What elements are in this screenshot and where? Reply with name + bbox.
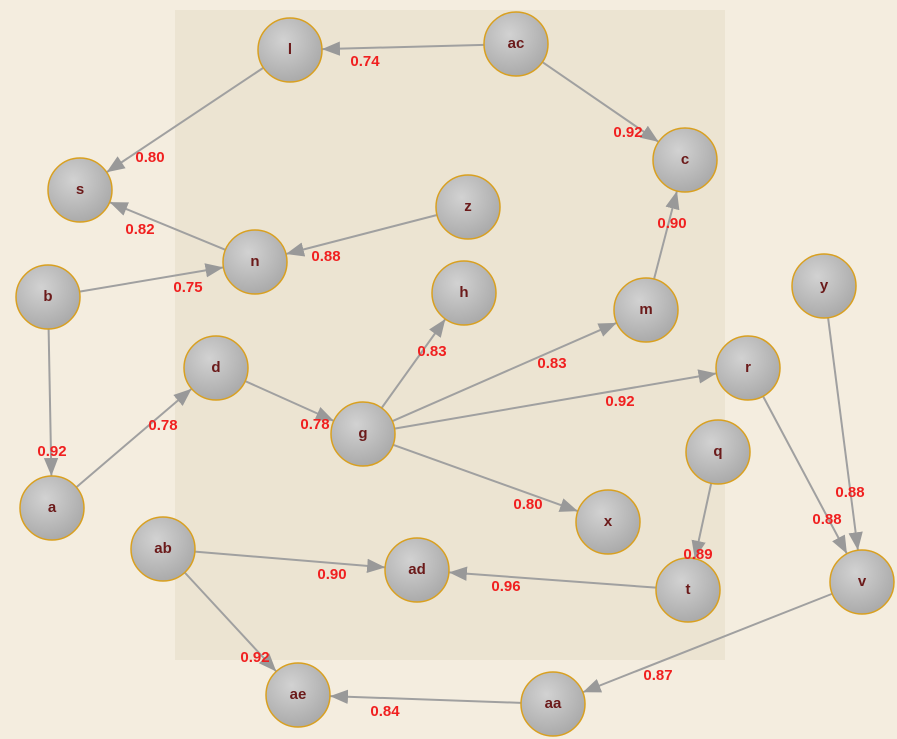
edge-label: 0.78 <box>300 416 329 433</box>
graph: l ac s c z n b h m y d r g q a x ab ad t v aa ae 0.74 0.92 0.80 0… <box>0 0 897 739</box>
edge-label: 0.84 <box>370 703 400 720</box>
node-label: m <box>639 301 652 318</box>
edge-label: 0.74 <box>350 53 380 70</box>
edge-label: 0.80 <box>135 149 164 166</box>
edge-label: 0.92 <box>240 649 269 666</box>
node-label: x <box>604 513 613 530</box>
node-label: ae <box>290 686 307 703</box>
edge <box>76 389 191 487</box>
edge <box>330 696 521 703</box>
node-label: g <box>358 425 367 442</box>
node-label: a <box>48 499 57 516</box>
node-label: r <box>745 359 751 376</box>
node-label: n <box>250 253 259 270</box>
node-label: t <box>686 581 691 598</box>
edge-label: 0.82 <box>125 221 154 238</box>
edge-label: 0.87 <box>643 667 672 684</box>
edge-label: 0.75 <box>173 279 202 296</box>
node-label: h <box>459 284 468 301</box>
edge-label: 0.83 <box>417 343 446 360</box>
node-label: q <box>713 443 722 460</box>
edge-label: 0.88 <box>835 484 864 501</box>
edge-label: 0.96 <box>491 578 520 595</box>
node-label: aa <box>545 695 562 712</box>
node-label: d <box>211 359 220 376</box>
edge-label: 0.83 <box>537 355 566 372</box>
node-label: ab <box>154 540 172 557</box>
edge-label: 0.92 <box>613 124 642 141</box>
node-label: y <box>820 277 829 294</box>
edge <box>763 396 847 554</box>
node-label: v <box>858 573 867 590</box>
edge-label: 0.92 <box>605 393 634 410</box>
edge-label: 0.89 <box>683 546 712 563</box>
node-label: z <box>464 198 472 215</box>
page: l ac s c z n b h m y d r g q a x ab ad t v aa ae 0.74 0.92 0.80 0… <box>0 0 897 739</box>
edge-label: 0.90 <box>657 215 686 232</box>
node-label: l <box>288 41 292 58</box>
edge-label: 0.78 <box>148 417 177 434</box>
edge-label: 0.88 <box>311 248 340 265</box>
edge-label: 0.90 <box>317 566 346 583</box>
edge-label: 0.92 <box>37 443 66 460</box>
node-label: b <box>43 288 52 305</box>
node-label: s <box>76 181 84 198</box>
node-label: c <box>681 151 689 168</box>
edge-label: 0.88 <box>812 511 841 528</box>
node-label: ac <box>508 35 525 52</box>
edge-label: 0.80 <box>513 496 542 513</box>
node-label: ad <box>408 561 426 578</box>
